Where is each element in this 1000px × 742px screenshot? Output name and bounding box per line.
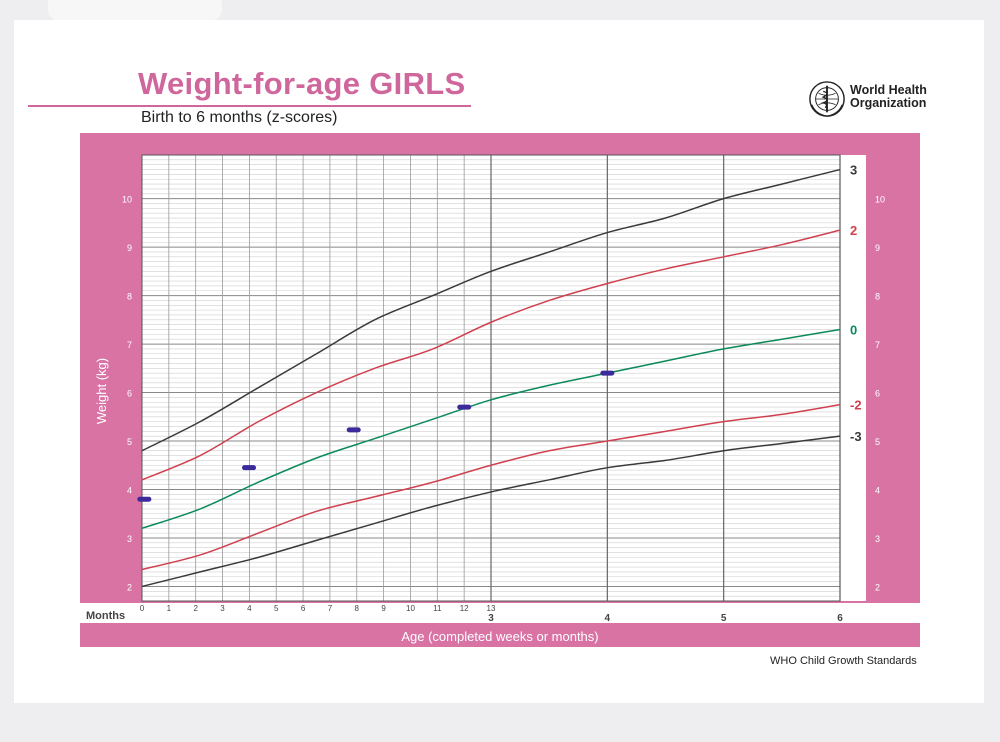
week-tick-label: 3: [220, 604, 225, 613]
y-tick-label-left: 7: [127, 340, 132, 350]
week-tick-label: 12: [460, 604, 469, 613]
footer-source: WHO Child Growth Standards: [770, 655, 917, 667]
y-tick-label-left: 5: [127, 437, 132, 447]
plotted-point: [137, 496, 152, 502]
y-tick-label-left: 3: [127, 534, 132, 544]
plot-border: [141, 154, 841, 602]
plotted-point: [600, 370, 615, 376]
y-tick-label-right: 4: [875, 486, 880, 496]
week-tick-label: 10: [406, 604, 415, 613]
y-tick-label-right: 5: [875, 437, 880, 447]
x-axis-label: Age (completed weeks or months): [401, 629, 598, 644]
browser-tab-edge: [48, 0, 222, 20]
y-axis-label: Weight (kg): [94, 358, 109, 424]
z-label-2: 2: [850, 223, 857, 238]
title-divider: [28, 105, 471, 107]
z-curve-3: [141, 168, 841, 452]
week-tick-label: 1: [167, 604, 172, 613]
week-tick-label: 11: [433, 604, 442, 613]
week-tick-label: 4: [247, 604, 252, 613]
page-subtitle: Birth to 6 months (z-scores): [141, 109, 338, 126]
y-tick-label-right: 6: [875, 389, 880, 399]
week-tick-label: 7: [328, 604, 333, 613]
y-tick-label-left: 10: [122, 195, 132, 205]
grid: [141, 154, 841, 602]
month-tick-label: 6: [837, 613, 843, 624]
month-tick-label: 5: [721, 613, 727, 624]
week-tick-label: 5: [274, 604, 279, 613]
plotted-marks: [137, 370, 615, 502]
week-tick-label: 9: [381, 604, 386, 613]
z-curve--2: [141, 403, 841, 571]
months-caption: Months: [86, 610, 125, 622]
z-curve-2: [141, 229, 841, 481]
plotted-point: [242, 465, 257, 471]
y-tick-label-right: 8: [875, 292, 880, 302]
plotted-point: [457, 404, 472, 410]
week-tick-label: 13: [487, 604, 496, 613]
week-tick-label: 0: [140, 604, 145, 613]
page-title: Weight-for-age GIRLS: [138, 66, 466, 101]
week-tick-label: 6: [301, 604, 306, 613]
z-curve--3: [141, 435, 841, 588]
y-tick-label-left: 9: [127, 243, 132, 253]
month-tick-label: 4: [605, 613, 611, 624]
plotted-point: [346, 427, 361, 433]
z-label-3: 3: [850, 163, 857, 178]
y-tick-label-left: 2: [127, 582, 132, 592]
z-score-curves: [141, 168, 841, 588]
z-label--2: -2: [850, 398, 862, 413]
z-label-0: 0: [850, 323, 857, 338]
z-label--3: -3: [850, 429, 862, 444]
weeks-caption: Weeks: [86, 603, 110, 612]
y-tick-label-right: 9: [875, 243, 880, 253]
week-tick-label: 8: [355, 604, 360, 613]
y-tick-label-right: 7: [875, 340, 880, 350]
z-curve-0: [141, 328, 841, 529]
month-tick-label: 3: [488, 613, 494, 624]
x-axis-band: [80, 603, 920, 623]
week-tick-label: 2: [193, 604, 198, 613]
y-tick-label-left: 6: [127, 389, 132, 399]
y-tick-label-right: 10: [875, 195, 885, 205]
y-tick-label-right: 2: [875, 582, 880, 592]
y-tick-label-left: 8: [127, 292, 132, 302]
who-emblem-icon: [809, 81, 845, 117]
organization-name: World Health Organization: [850, 83, 927, 110]
y-tick-label-right: 3: [875, 534, 880, 544]
y-tick-label-left: 4: [127, 486, 132, 496]
